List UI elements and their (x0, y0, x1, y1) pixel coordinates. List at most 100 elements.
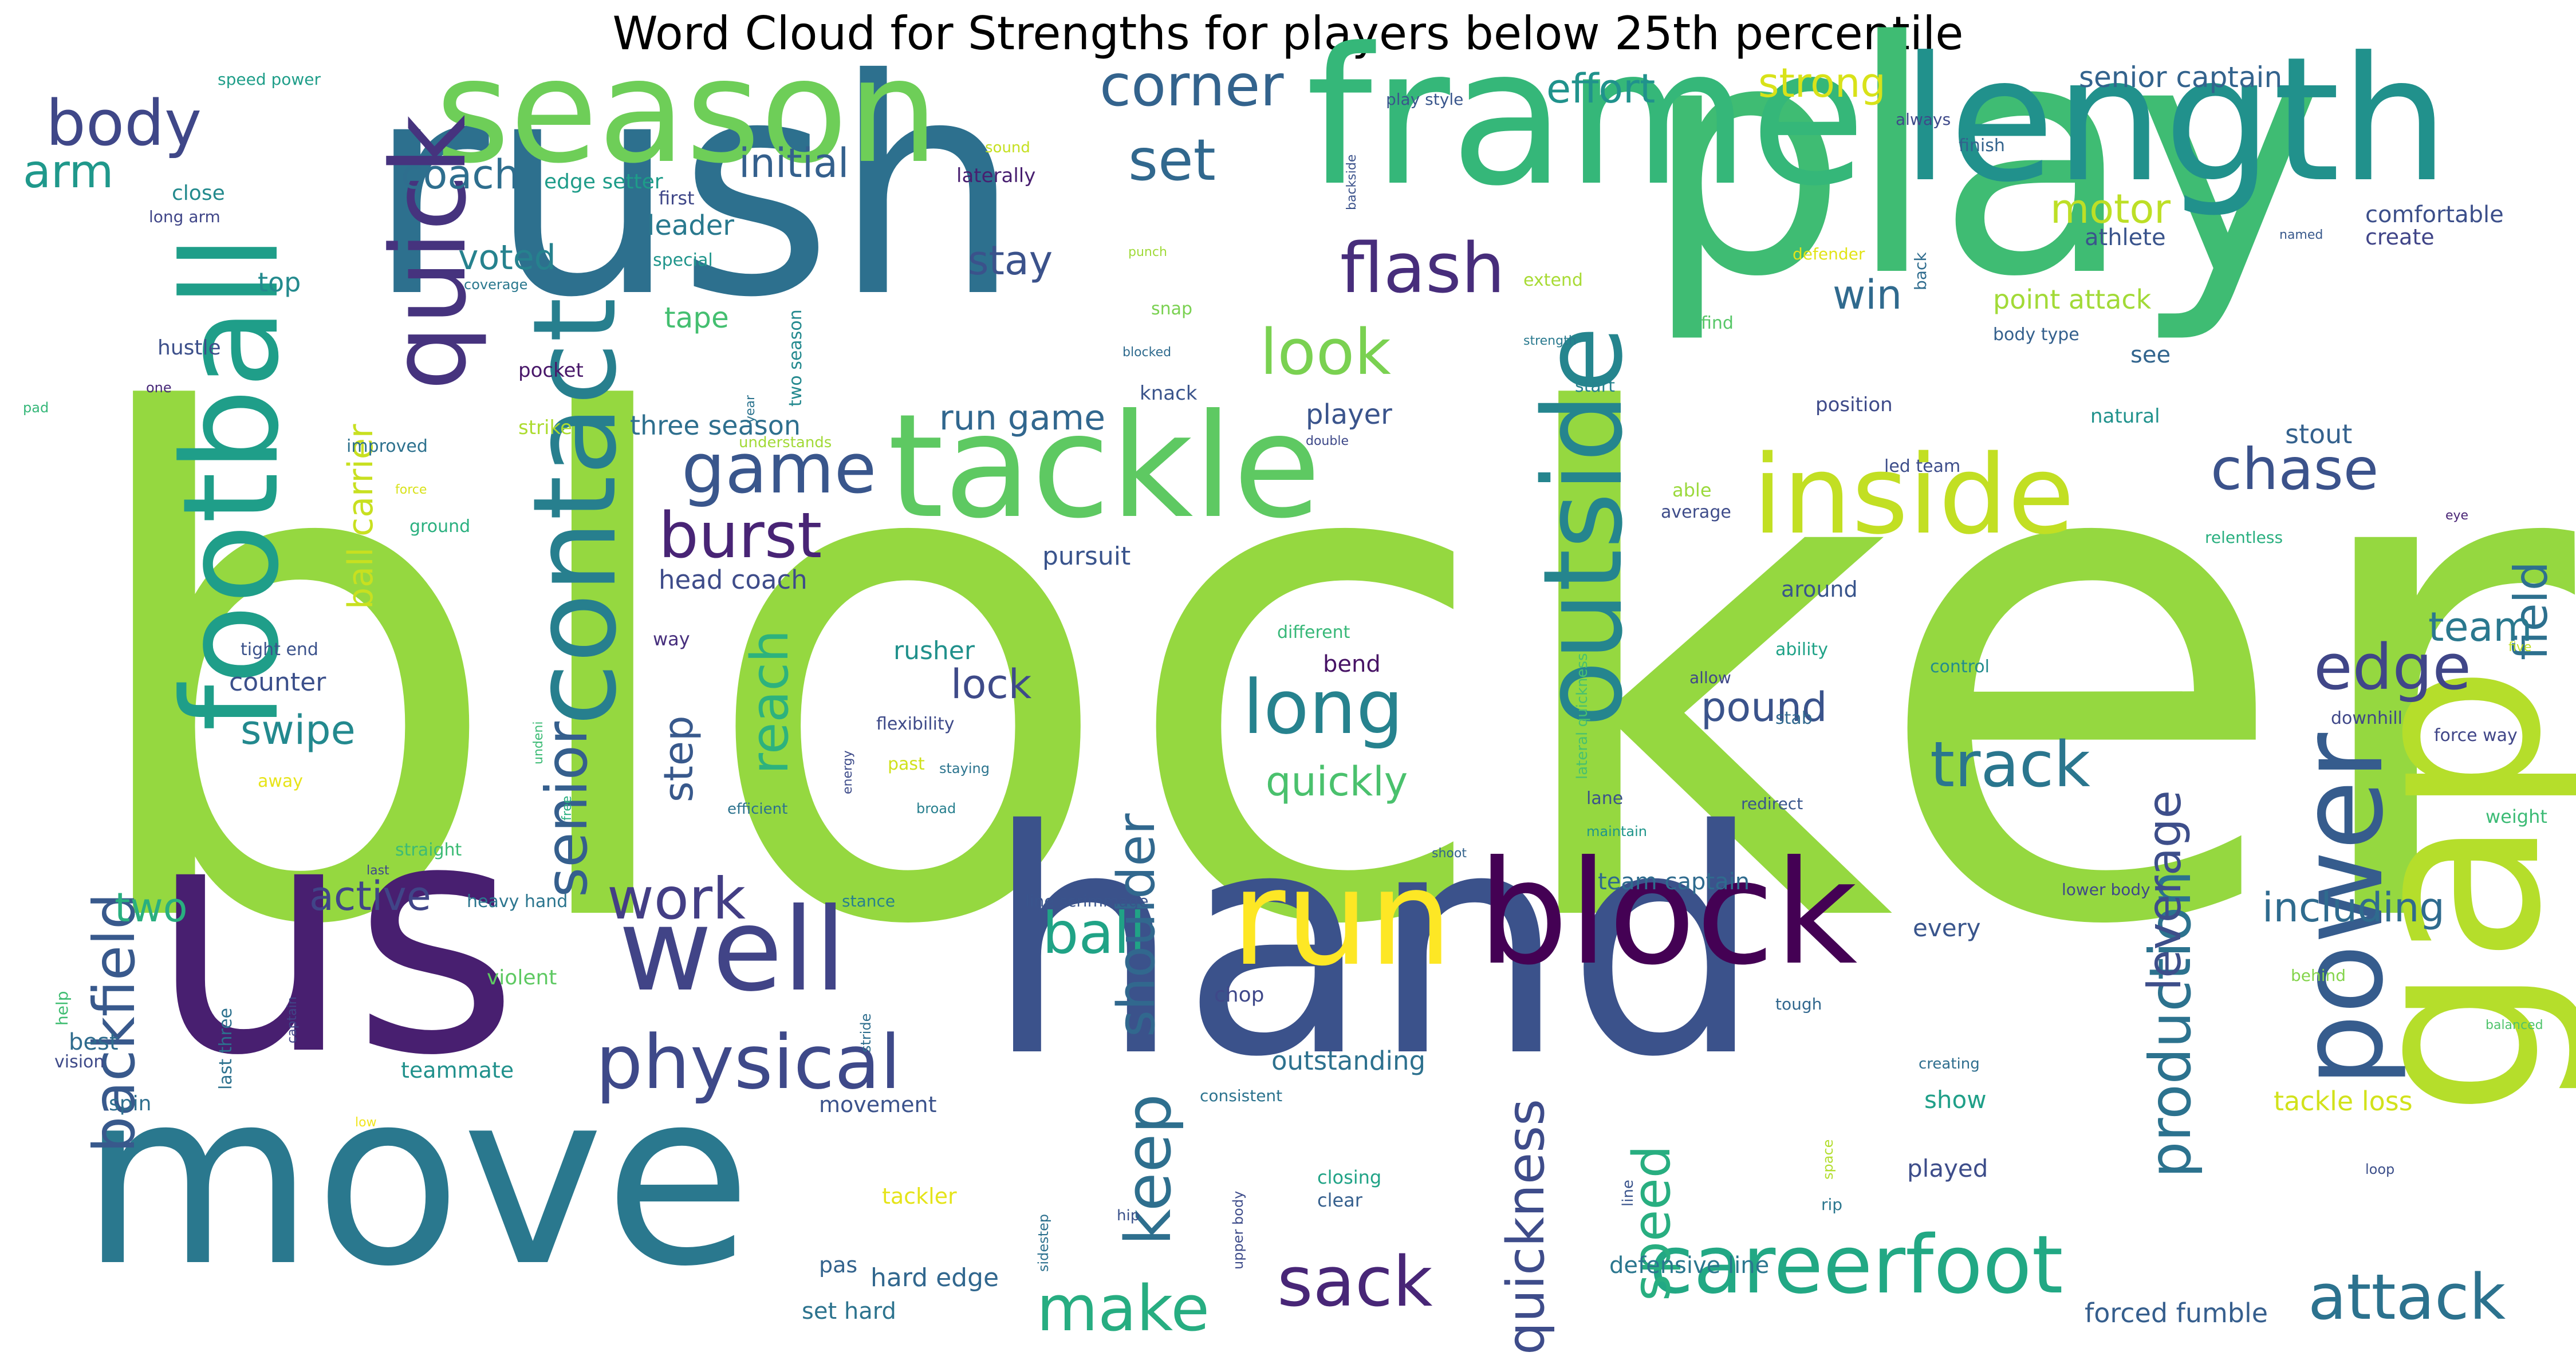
word-different: different (1277, 622, 1350, 642)
word-hip: hip (1117, 1207, 1140, 1224)
word-clear: clear (1317, 1189, 1362, 1211)
word-step: step (655, 715, 702, 802)
word-lock: lock (951, 661, 1032, 708)
word-space: space (1820, 1139, 1836, 1180)
word-see: see (2130, 342, 2171, 368)
word-help: help (53, 991, 72, 1026)
word-natural: natural (2090, 405, 2160, 428)
word-stride: stride (858, 1013, 874, 1053)
word-behind: behind (2291, 966, 2346, 985)
word-bend: bend (1323, 651, 1381, 677)
word-finish: finish (1959, 136, 2005, 156)
word-pad: pad (23, 400, 49, 416)
word-player: player (1306, 399, 1392, 431)
word-blocker: blocker (70, 275, 2575, 1075)
word-three-season: three season (630, 410, 801, 441)
word-snap: snap (1151, 299, 1193, 319)
word-played: played (1907, 1154, 1988, 1182)
word-ability: ability (1775, 640, 1828, 660)
word-effort: effort (1546, 65, 1656, 112)
word-hand: hand (985, 765, 1763, 1125)
word-season: season (435, 28, 939, 195)
word-head-coach: head coach (659, 565, 808, 595)
word-run: run (1231, 842, 1453, 995)
word-past: past (888, 754, 925, 774)
word-top: top (258, 267, 301, 298)
word-set: set (1128, 127, 1216, 194)
word-rush: rush (367, 15, 1022, 362)
word-lower-body: lower body (2062, 880, 2150, 899)
word-last: last (367, 864, 389, 878)
word-hard-edge: hard edge (871, 1263, 999, 1292)
word-attack: attack (2308, 1260, 2506, 1334)
word-quickness: quickness (1496, 1099, 1556, 1355)
word-team-captain: team captain (1598, 869, 1750, 895)
word-undeni: undeni (531, 721, 546, 764)
word-tough: tough (1775, 995, 1822, 1014)
word-understands: understands (739, 434, 832, 451)
word-vision: vision (54, 1052, 105, 1072)
word-sound: sound (985, 139, 1030, 156)
word-two-season: two season (786, 309, 806, 407)
word-track: track (1930, 728, 2090, 801)
word-first: first (659, 187, 695, 209)
word-ball: ball (1042, 900, 1146, 967)
word-straight: straight (395, 840, 462, 860)
word-punch: punch (1128, 245, 1167, 259)
word-move: move (80, 1039, 753, 1319)
word-game: game (682, 429, 877, 509)
word-sidestep: sidestep (1035, 1213, 1051, 1272)
word-average: average (1661, 502, 1731, 522)
word-teammate: teammate (401, 1058, 514, 1083)
word-us: us (149, 752, 519, 1126)
word-movement: movement (819, 1092, 937, 1117)
word-redirect: redirect (1741, 794, 1803, 813)
word-blocked: blocked (1122, 345, 1172, 360)
word-block: block (1478, 830, 1858, 996)
word-relentless: relentless (2205, 528, 2283, 547)
word-force: force (395, 483, 427, 497)
word-special: special (653, 250, 713, 270)
word-corner: corner (1100, 52, 1284, 119)
word-flexibility: flexibility (876, 714, 955, 734)
word-play: play (1644, 0, 2323, 347)
word-five: five (2508, 640, 2532, 655)
word-set-hard: set hard (802, 1298, 896, 1325)
word-staying: staying (939, 760, 990, 776)
word-stay: stay (968, 237, 1053, 284)
word-lateral-quickness: lateral quickness (1574, 653, 1591, 779)
word-extend: extend (1523, 270, 1583, 290)
word-pas: pas (819, 1252, 858, 1278)
word-run-game: run game (939, 398, 1106, 438)
word-comfortable: comfortable (2365, 202, 2504, 228)
word-active: active (309, 873, 431, 920)
word-hustle: hustle (157, 336, 221, 360)
word-tackle: tackle (888, 383, 1321, 550)
word-create: create (2365, 224, 2435, 250)
word-free: free (560, 795, 574, 821)
word-motor: motor (2050, 186, 2171, 232)
word-frame: frame (1306, 7, 1866, 227)
word-low: low (355, 1115, 377, 1130)
word-body-type: body type (1993, 325, 2079, 345)
word-best: best (69, 1029, 119, 1055)
word-edge: edge (2314, 630, 2471, 704)
word-line-scrimmage: line scrimmage (1025, 892, 1149, 910)
word-double: double (1306, 434, 1349, 448)
word-consistent: consistent (1200, 1086, 1283, 1105)
word-show: show (1924, 1086, 1987, 1114)
word-pocket: pocket (518, 359, 584, 382)
word-defender: defender (1793, 245, 1865, 263)
word-rip: rip (1821, 1195, 1843, 1214)
word-speed-power: speed power (218, 70, 321, 89)
word-close: close (172, 182, 225, 205)
word-start: start (1575, 376, 1615, 396)
word-broad: broad (916, 801, 956, 817)
word-eye: eye (2445, 508, 2469, 523)
word-lane: lane (1586, 789, 1624, 809)
word-arm: arm (23, 145, 114, 198)
word-strike: strike (518, 416, 572, 439)
word-violent: violent (487, 966, 557, 990)
word-ground: ground (409, 517, 471, 537)
